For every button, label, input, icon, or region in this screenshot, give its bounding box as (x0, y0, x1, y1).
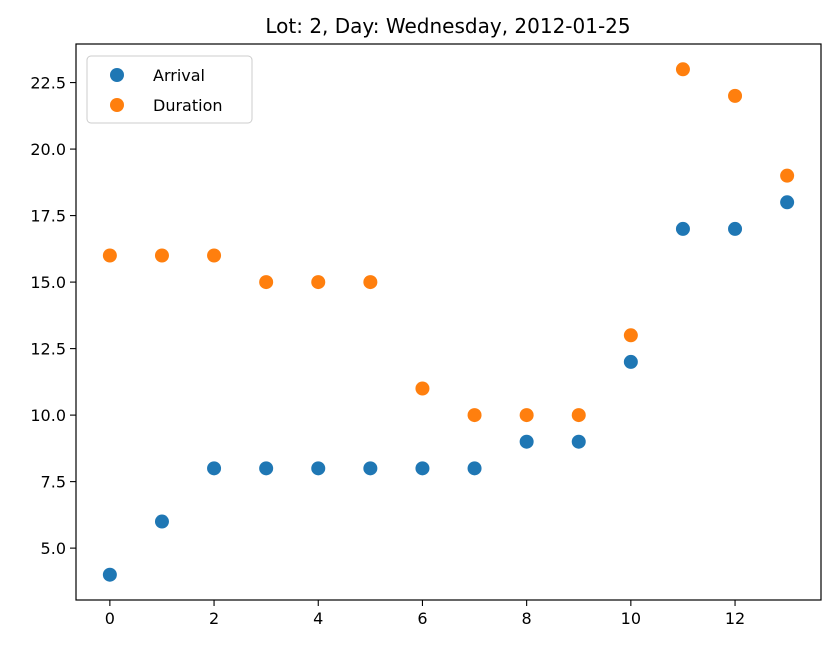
duration-point (207, 248, 222, 263)
duration-point (623, 328, 638, 343)
arrival-point (311, 461, 326, 476)
legend-label-duration: Duration (153, 96, 223, 115)
arrival-point (467, 461, 482, 476)
y-tick-label: 12.5 (30, 340, 66, 359)
arrival-point (728, 221, 743, 236)
y-tick-label: 15.0 (30, 273, 66, 292)
x-tick-label: 2 (209, 609, 219, 628)
arrival-point (415, 461, 430, 476)
duration-point (675, 62, 690, 77)
arrival-point (675, 221, 690, 236)
x-tick-label: 0 (105, 609, 115, 628)
duration-point (571, 408, 586, 423)
arrival-point (363, 461, 378, 476)
arrival-point (207, 461, 222, 476)
duration-point (154, 248, 169, 263)
y-tick-label: 20.0 (30, 140, 66, 159)
duration-point (728, 88, 743, 103)
y-tick-label: 5.0 (41, 539, 66, 558)
y-tick-label: 22.5 (30, 74, 66, 93)
x-tick-label: 12 (725, 609, 745, 628)
arrival-point (154, 514, 169, 529)
arrival-point (623, 354, 638, 369)
arrival-point (519, 434, 534, 449)
legend-marker-arrival (110, 68, 124, 82)
duration-point (415, 381, 430, 396)
x-tick-label: 4 (313, 609, 323, 628)
arrival-point (102, 567, 117, 582)
x-tick-label: 8 (522, 609, 532, 628)
axes: 0 2 4 6 8 10 12 5.0 7.5 10.0 12.5 15.0 17.5 20.0 22.5 (30, 43, 822, 628)
y-tick-label: 17.5 (30, 207, 66, 226)
duration-point (467, 408, 482, 423)
arrival-point (571, 434, 586, 449)
duration-point (363, 275, 378, 290)
duration-point (519, 408, 534, 423)
duration-point (259, 275, 274, 290)
legend: Arrival Duration (86, 55, 253, 124)
legend-box (86, 55, 253, 124)
duration-point (102, 248, 117, 263)
data-points (102, 62, 795, 582)
x-tick-label: 10 (621, 609, 641, 628)
y-tick-label: 10.0 (30, 406, 66, 425)
legend-marker-duration (110, 98, 124, 112)
arrival-point (259, 461, 274, 476)
legend-label-arrival: Arrival (153, 66, 205, 85)
duration-point (311, 275, 326, 290)
arrival-point (780, 195, 795, 210)
chart-title: Lot: 2, Day: Wednesday, 2012-01-25 (265, 14, 630, 38)
duration-point (780, 168, 795, 183)
plot-frame (75, 43, 822, 601)
x-tick-label: 6 (417, 609, 427, 628)
y-tick-label: 7.5 (41, 473, 66, 492)
